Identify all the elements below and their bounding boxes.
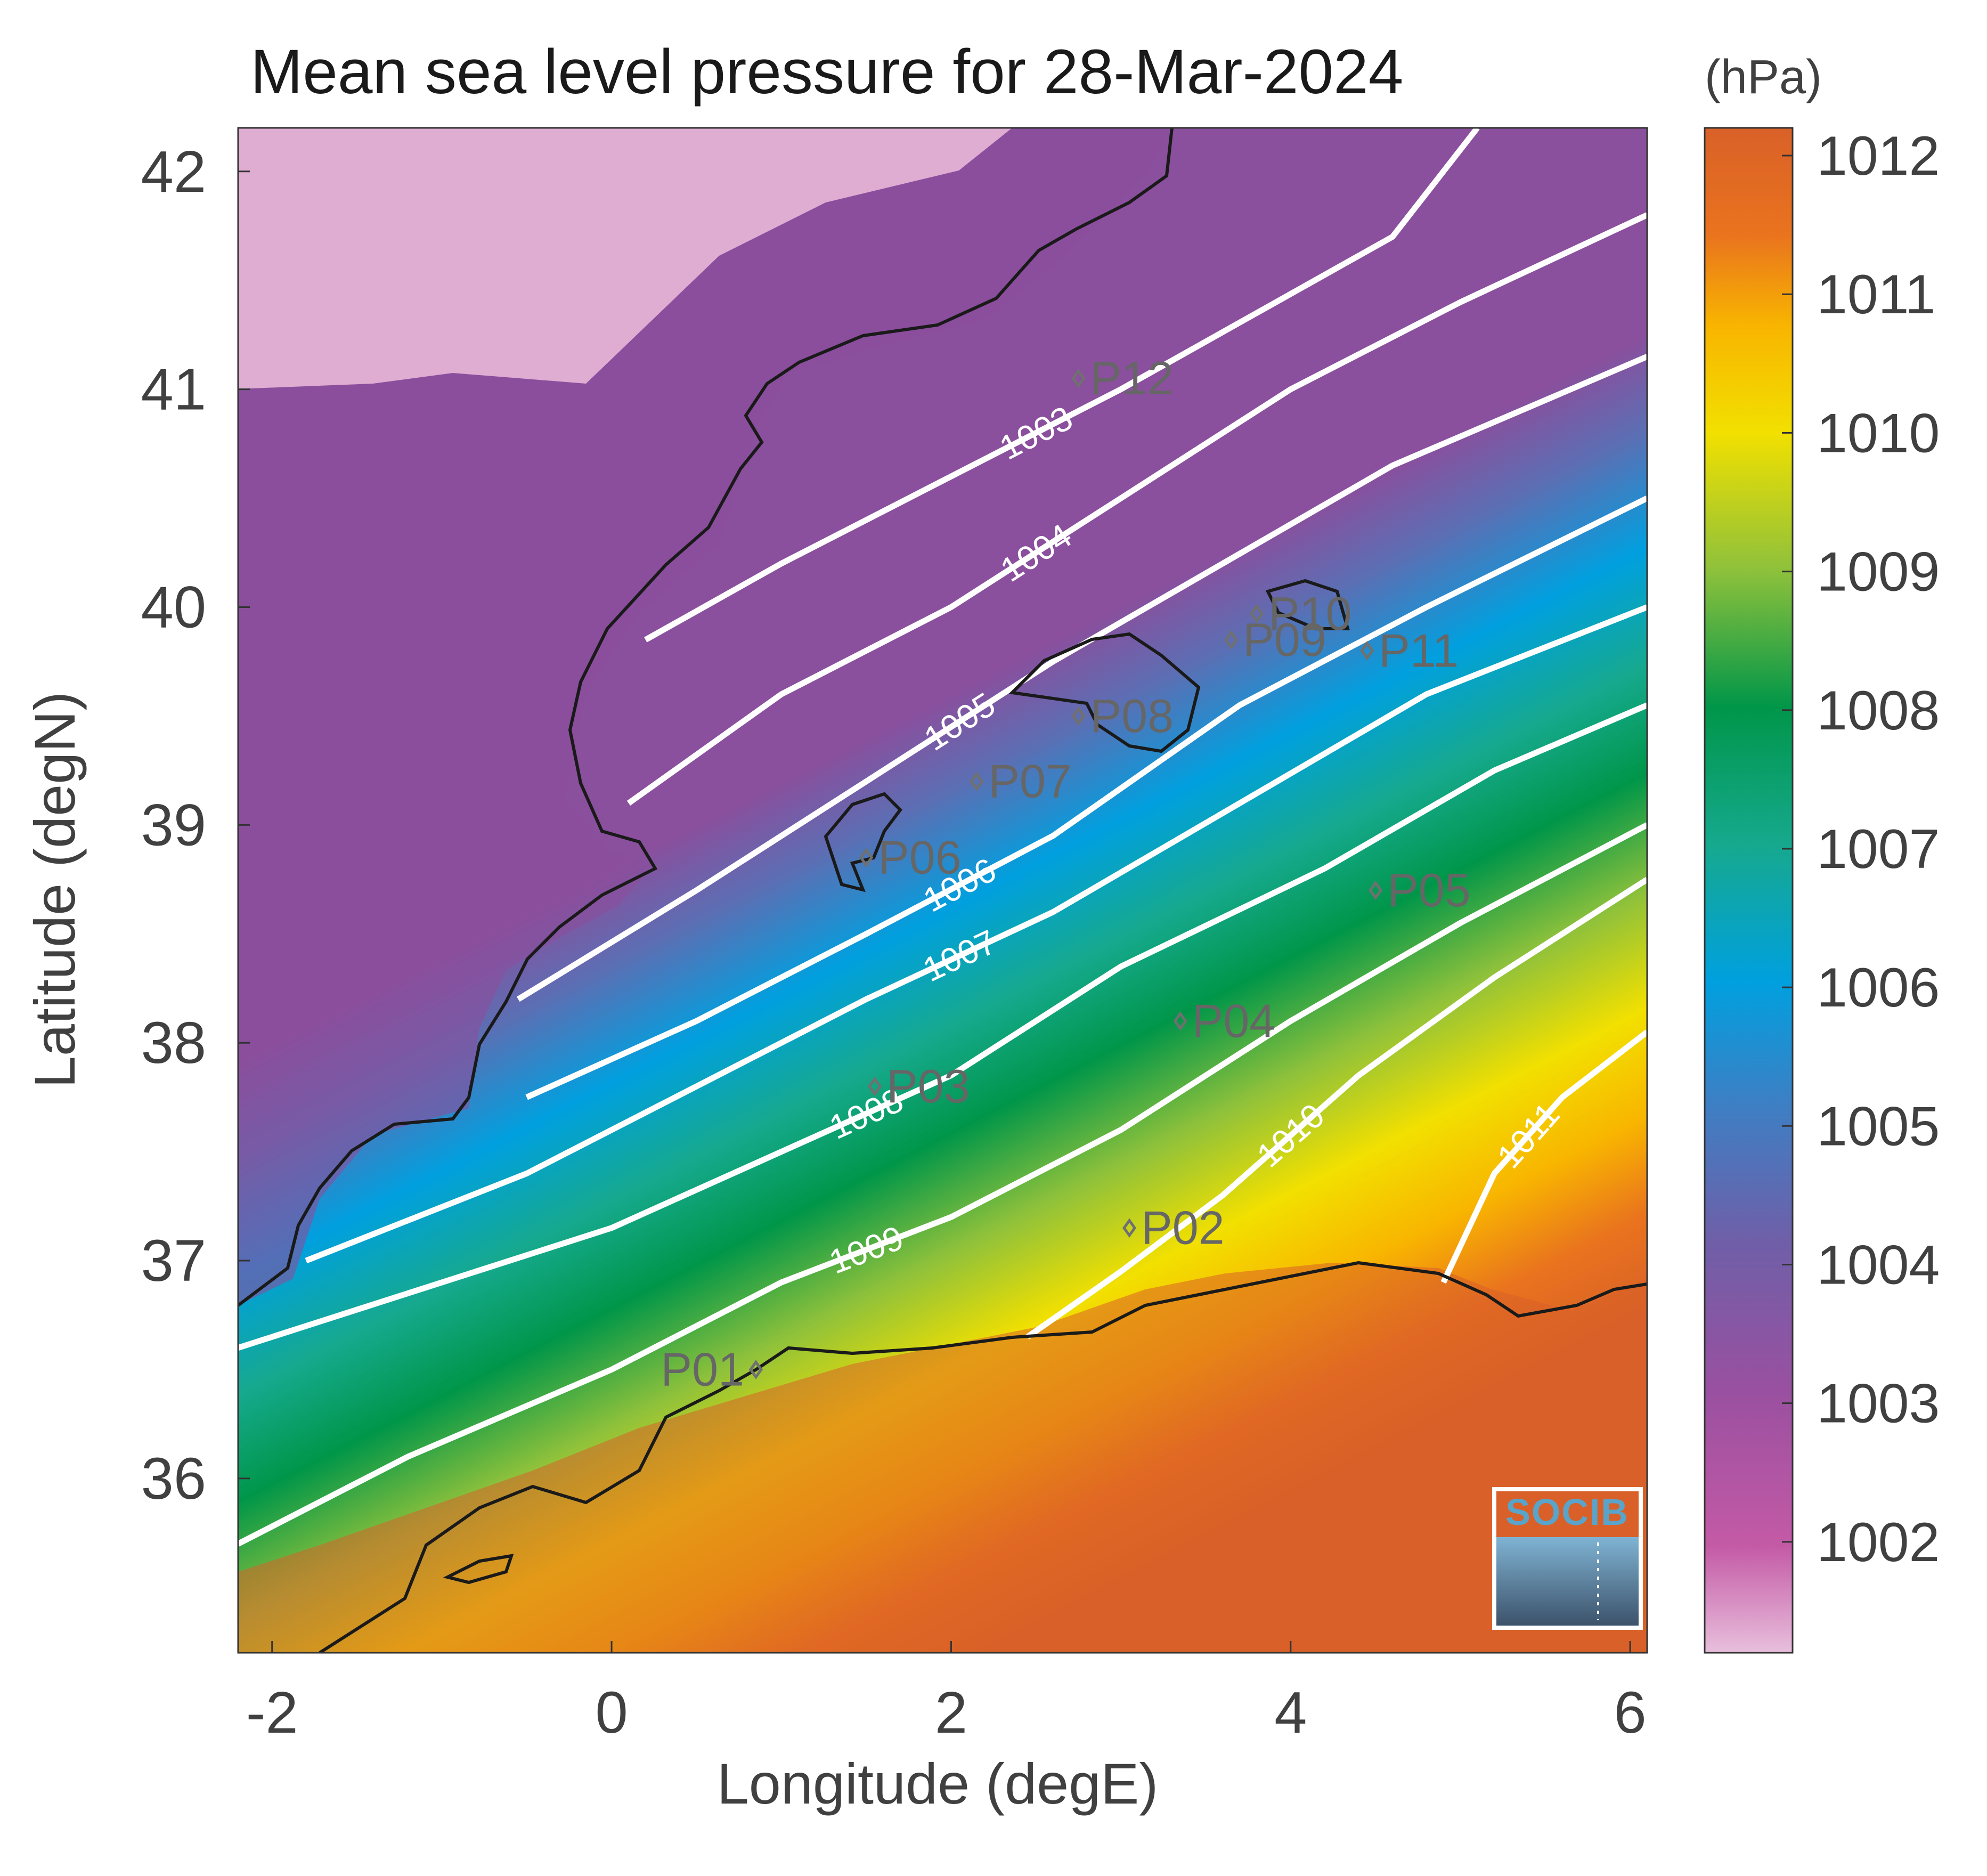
station-marker-P03 bbox=[867, 1076, 882, 1097]
isobar-1005 bbox=[516, 354, 1647, 1002]
pressure-colorbar: 1002 1003 1004 1005 1006 1007 1008 1009 1010 1011… bbox=[1704, 51, 1940, 1654]
station-marker-P02 bbox=[1122, 1218, 1137, 1238]
station-marker-P11 bbox=[1360, 640, 1374, 661]
isobar-1006 bbox=[525, 496, 1647, 1100]
colorbar-units-label: (hPa) bbox=[1705, 51, 1822, 104]
isobar-1003 bbox=[644, 128, 1480, 643]
y-tick-label: 36 bbox=[141, 1446, 206, 1512]
colorbar-tick-label: 1005 bbox=[1817, 1095, 1940, 1157]
station-marker-P10 bbox=[1249, 604, 1264, 624]
high-terrain-pressure bbox=[238, 128, 1012, 389]
colorbar-gradient bbox=[1704, 127, 1794, 1654]
iberia-coastline bbox=[238, 128, 1174, 1307]
x-tick-label: 2 bbox=[935, 1680, 967, 1745]
colorbar-tick-label: 1012 bbox=[1817, 125, 1940, 187]
logo-frame bbox=[1492, 1487, 1643, 1630]
colorbar-tick-label: 1007 bbox=[1817, 818, 1940, 880]
isobar-1011 bbox=[1440, 1029, 1647, 1284]
station-marker-P01 bbox=[748, 1360, 763, 1379]
isobar-1010 bbox=[1025, 876, 1647, 1339]
iberia-land-pressure bbox=[238, 128, 1172, 1305]
station-marker-P12 bbox=[1071, 368, 1086, 388]
colorbar-tick-label: 1008 bbox=[1817, 680, 1940, 742]
africa-coastline bbox=[319, 1261, 1647, 1653]
station-marker-P07 bbox=[970, 771, 984, 791]
colorbar-tick-label: 1004 bbox=[1817, 1234, 1940, 1296]
x-tick-label: 6 bbox=[1614, 1680, 1647, 1745]
station-label-P04: P04 bbox=[1192, 994, 1276, 1047]
station-label-P07: P07 bbox=[988, 755, 1072, 808]
y-tick-label: 38 bbox=[141, 1010, 206, 1076]
colorbar-tick-label: 1011 bbox=[1817, 264, 1936, 326]
y-tick-label: 42 bbox=[141, 139, 206, 205]
station-marker-P05 bbox=[1369, 880, 1383, 900]
station-marker-P04 bbox=[1173, 1011, 1187, 1031]
socib-logo: SOCIB bbox=[1492, 1487, 1643, 1630]
isobar-1004 bbox=[626, 212, 1647, 806]
station-marker-P09 bbox=[1224, 630, 1239, 650]
colorbar-tick-label: 1002 bbox=[1817, 1512, 1940, 1573]
colorbar-ticks: 1002 1003 1004 1005 1006 1007 1008 1009 1010 1011… bbox=[1782, 125, 1940, 1573]
station-label-P11: P11 bbox=[1379, 624, 1459, 677]
x-axis-ticks: -2 0 2 4 6 bbox=[246, 1641, 1647, 1745]
mallorca-coastline bbox=[1008, 632, 1201, 753]
x-axis-label: Longitude (degE) bbox=[717, 1751, 1159, 1816]
isobar-1007 bbox=[305, 604, 1647, 1264]
station-marker-P08 bbox=[1071, 706, 1086, 726]
plot-frame bbox=[237, 127, 1648, 1654]
station-marker-P06 bbox=[859, 848, 874, 867]
station-label-P03: P03 bbox=[886, 1060, 970, 1112]
isobar-1008 bbox=[238, 702, 1647, 1351]
y-axis-ticks: 36 37 38 39 40 41 42 bbox=[141, 139, 250, 1512]
menorca-coastline bbox=[1265, 579, 1350, 630]
colorbar-tick-label: 1006 bbox=[1817, 957, 1940, 1019]
y-tick-label: 40 bbox=[141, 574, 206, 640]
station-label-P10: P10 bbox=[1268, 587, 1352, 640]
colorbar-tick-label: 1003 bbox=[1817, 1373, 1940, 1435]
africa-land-pressure bbox=[238, 1263, 1647, 1653]
y-axis-label: Latitude (degN) bbox=[22, 692, 87, 1088]
x-tick-label: 0 bbox=[595, 1680, 628, 1745]
ibiza-coastline bbox=[824, 792, 902, 892]
station-label-P06: P06 bbox=[878, 831, 962, 884]
map-title: Mean sea level pressure for 28-Mar-2024 bbox=[250, 37, 1403, 107]
isobar-1009 bbox=[238, 822, 1647, 1547]
station-label-P12: P12 bbox=[1090, 352, 1174, 404]
alboran-island-coastline bbox=[443, 1554, 514, 1585]
y-tick-label: 37 bbox=[141, 1228, 206, 1294]
station-label-P01: P01 bbox=[661, 1343, 744, 1395]
station-label-P02: P02 bbox=[1141, 1201, 1225, 1254]
x-tick-label: 4 bbox=[1274, 1680, 1307, 1745]
station-label-P05: P05 bbox=[1387, 864, 1471, 916]
y-tick-label: 39 bbox=[141, 792, 206, 858]
station-label-P08: P08 bbox=[1090, 689, 1174, 742]
y-tick-label: 41 bbox=[141, 357, 206, 423]
logo-wave-block bbox=[1494, 1537, 1641, 1628]
colorbar-tick-label: 1009 bbox=[1817, 541, 1940, 603]
colorbar-tick-label: 1010 bbox=[1817, 402, 1940, 464]
logo-text: SOCIB bbox=[1505, 1491, 1629, 1533]
x-tick-label: -2 bbox=[246, 1680, 298, 1745]
